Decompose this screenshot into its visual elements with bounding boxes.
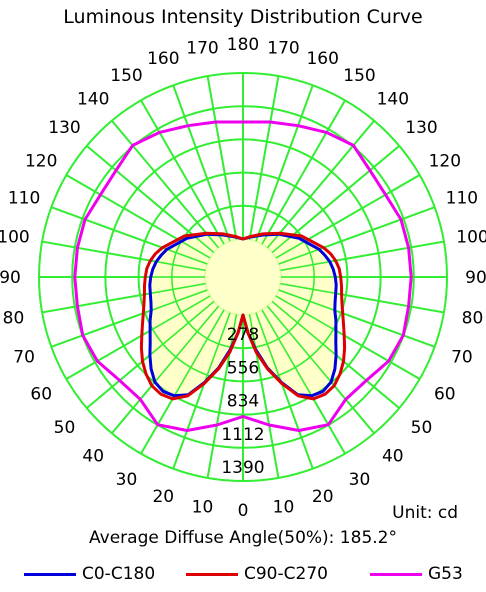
fill-area: [38, 72, 448, 482]
angle-label: 120: [429, 152, 461, 172]
angle-label: 10: [273, 498, 295, 518]
grid-spoke-overlay: [206, 75, 238, 240]
angle-label: 30: [349, 470, 371, 490]
chart-title: Luminous Intensity Distribution Curve: [63, 6, 423, 28]
angle-label: 40: [382, 447, 404, 467]
grid-spoke-overlay: [255, 85, 314, 242]
angle-label: 70: [13, 348, 35, 368]
radial-tick-label: 1390: [221, 458, 264, 478]
grid-spoke-overlay: [41, 282, 206, 314]
grid-spoke-overlay: [266, 305, 375, 434]
grid-circle-overlay: [104, 138, 382, 416]
grid-spoke-overlay: [140, 309, 225, 455]
grid-spoke-overlay: [206, 314, 238, 479]
angle-label: 0: [238, 501, 249, 521]
angle-label: 180: [227, 35, 259, 55]
angle-label: 20: [312, 487, 334, 507]
grid-spoke-overlay: [261, 99, 346, 245]
angle-label: 130: [48, 118, 80, 138]
angle-label: 60: [30, 385, 52, 405]
radial-tick-label: 834: [227, 392, 259, 412]
radial-tick-label: 556: [227, 358, 259, 378]
grid-spoke-overlay: [140, 99, 225, 245]
grid-spoke-overlay: [51, 206, 208, 265]
angle-label: 120: [25, 152, 57, 172]
grid-spoke-overlay: [278, 289, 435, 348]
legend: C0-C180 C90-C270 G53: [0, 562, 486, 586]
legend-swatch: [24, 572, 76, 576]
angle-label: 170: [267, 39, 299, 59]
angle-label: 110: [446, 188, 478, 208]
grid-spoke-overlay: [278, 206, 435, 265]
angle-label: 160: [147, 49, 179, 69]
legend-item-g53: G53: [370, 562, 463, 586]
grid-spoke-overlay: [172, 312, 231, 469]
angle-label: 170: [186, 39, 218, 59]
legend-item-c90-c270: C90-C270: [186, 562, 328, 586]
angle-label: 60: [434, 385, 456, 405]
legend-label: C90-C270: [244, 564, 328, 584]
angle-label: 20: [152, 487, 174, 507]
grid-spoke-overlay: [280, 240, 445, 272]
angle-label: 100: [456, 228, 486, 248]
grid-spoke-overlay: [266, 120, 375, 249]
grid-circle-overlay: [137, 171, 349, 383]
angle-label: 130: [405, 118, 437, 138]
grid-spoke-overlay: [172, 85, 231, 242]
grid-spoke-overlay: [248, 314, 280, 479]
angle-label: 80: [3, 309, 25, 329]
legend-label: G53: [428, 564, 463, 584]
radial-tick-labels: 278 556 834 1112 1390: [221, 325, 264, 478]
angle-label: 140: [377, 90, 409, 110]
angle-label: 80: [462, 309, 484, 329]
angle-label: 150: [110, 66, 142, 86]
curves: [73, 120, 413, 432]
curve-g53: [73, 120, 413, 432]
radial-tick-label: 1112: [221, 425, 264, 445]
grid-spoke-overlay: [261, 309, 346, 455]
grid-spoke-overlay: [41, 240, 206, 272]
grid-spoke-overlay: [111, 305, 220, 434]
radial-tick-label: 278: [227, 325, 259, 345]
angle-label: 90: [465, 268, 486, 288]
grid-spoke-overlay: [111, 120, 220, 249]
angle-label: 50: [411, 418, 433, 438]
angle-label: 30: [116, 470, 138, 490]
average-diffuse-angle: Average Diffuse Angle(50%): 185.2°: [89, 528, 397, 548]
grid-spoke-overlay: [280, 282, 445, 314]
angle-label: 10: [192, 498, 214, 518]
angle-label: 40: [82, 447, 104, 467]
grid-circle-overlay: [171, 205, 315, 349]
grid-spoke-overlay: [275, 174, 421, 259]
angle-label: 70: [451, 348, 473, 368]
grid-spoke-overlay: [65, 174, 211, 259]
angle-label: 110: [8, 188, 40, 208]
grid-circle-overlay: [38, 72, 448, 482]
grid-spoke-overlay: [51, 289, 208, 348]
curve-c90-c270: [139, 231, 347, 401]
angle-label: 150: [343, 66, 375, 86]
grid-spoke-overlay: [255, 312, 314, 469]
angle-labels: 0 101020203030404050506060707080809090100…: [0, 35, 486, 521]
angle-label: 50: [54, 418, 76, 438]
legend-item-c0-c180: C0-C180: [24, 562, 155, 586]
unit-label: Unit: cd: [392, 503, 458, 523]
angle-label: 140: [77, 90, 109, 110]
grid-spoke-overlay: [275, 295, 421, 380]
grid-spoke-overlay: [65, 295, 211, 380]
grid-circle-overlay: [71, 105, 415, 449]
angle-label: 90: [0, 268, 21, 288]
legend-swatch: [370, 572, 422, 576]
angle-label: 160: [306, 49, 338, 69]
angle-label: 100: [0, 228, 30, 248]
grid-spoke-overlay: [248, 75, 280, 240]
legend-label: C0-C180: [82, 564, 156, 584]
legend-swatch: [186, 572, 238, 576]
